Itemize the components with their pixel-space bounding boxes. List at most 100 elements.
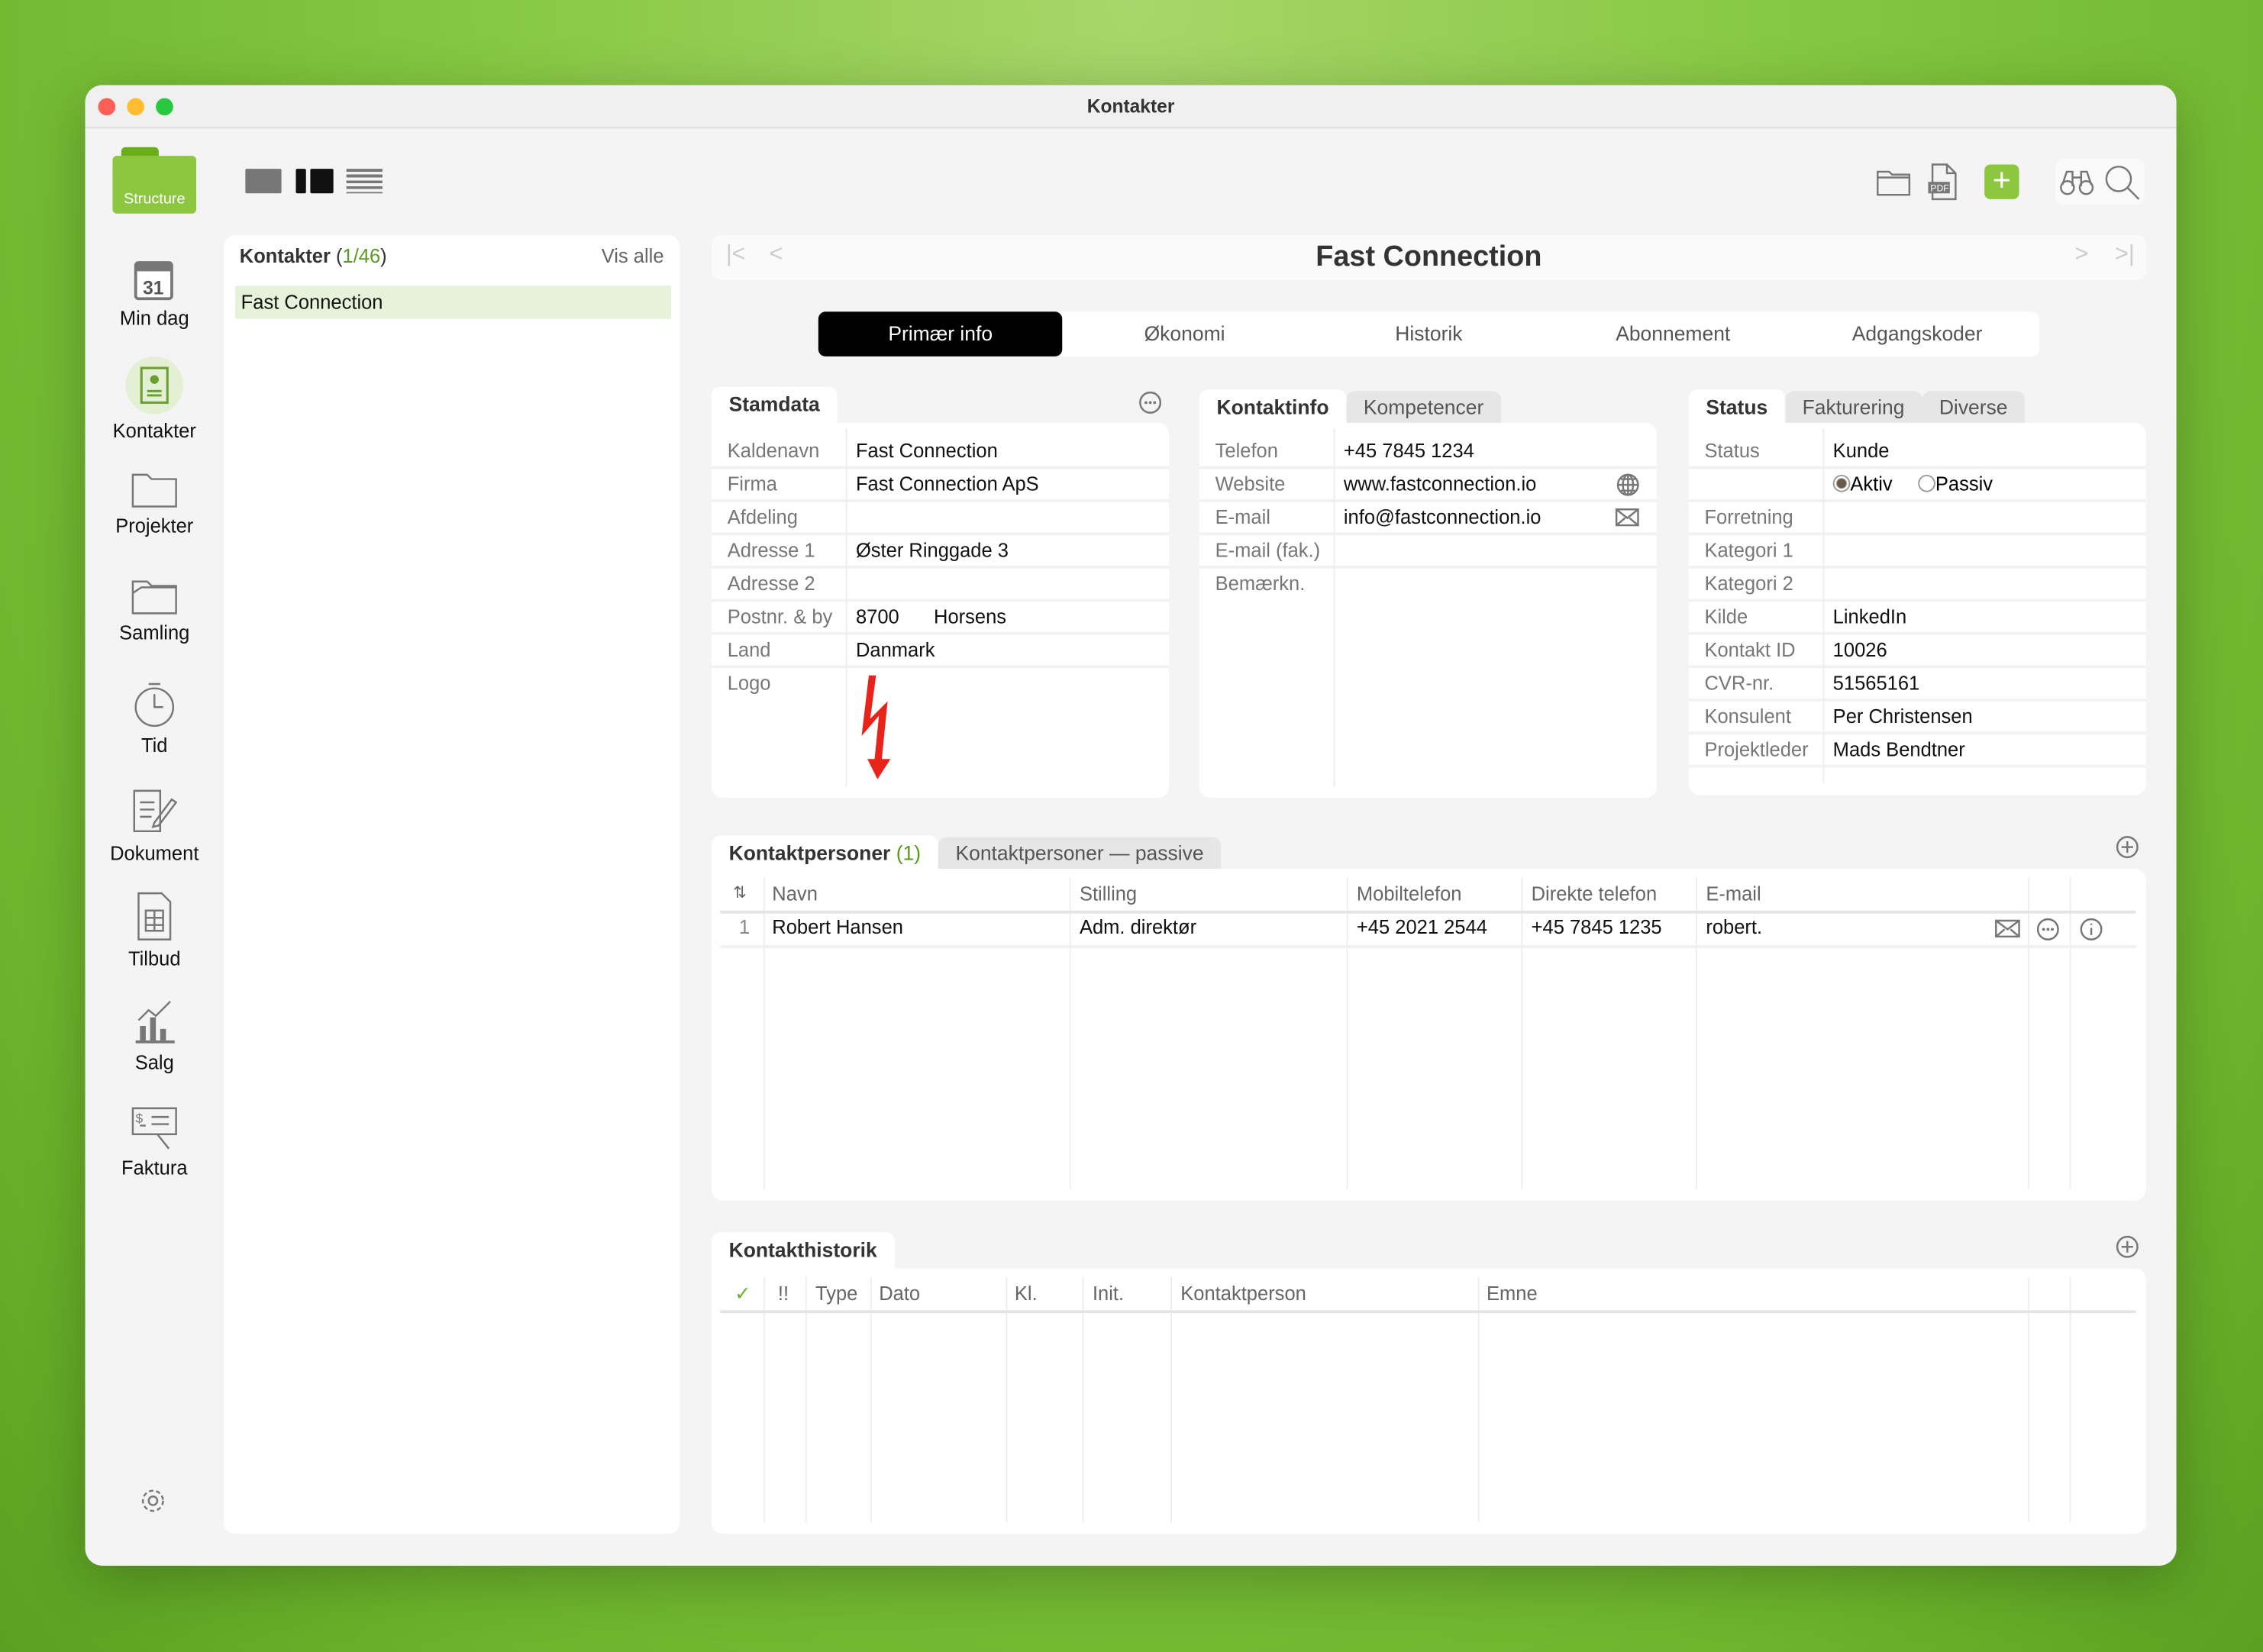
- sidebar-item-faktura[interactable]: $ Faktura: [86, 1102, 224, 1179]
- globe-icon[interactable]: [1616, 473, 1639, 496]
- tab-okonomi[interactable]: Økonomi: [1144, 321, 1225, 345]
- tab-abonnement[interactable]: Abonnement: [1616, 321, 1731, 345]
- sidebar-item-min-dag[interactable]: 31 Min dag: [86, 256, 224, 329]
- field-row[interactable]: Kontakt ID 10026: [1688, 635, 2146, 669]
- last-record-icon[interactable]: >|: [2115, 242, 2135, 267]
- field-row[interactable]: Bemærkn.: [1199, 569, 1657, 786]
- field-value[interactable]: Øster Ringgade 3: [855, 539, 1009, 562]
- field-row[interactable]: CVR-nr. 51565161: [1688, 668, 2146, 702]
- tab-kontaktpersoner-passive[interactable]: Kontaktpersoner — passive: [938, 837, 1222, 869]
- sidebar-item-tid[interactable]: Tid: [86, 679, 224, 757]
- field-value[interactable]: 8700: [855, 605, 899, 628]
- search-icon[interactable]: [2104, 164, 2142, 202]
- email-icon[interactable]: [1615, 508, 1639, 527]
- field-value[interactable]: +45 7845 1234: [1343, 440, 1474, 462]
- field-value[interactable]: Fast Connection: [855, 440, 998, 462]
- field-value[interactable]: Per Christensen: [1832, 705, 1973, 728]
- more-options-icon[interactable]: [2036, 918, 2059, 941]
- split-view-icon[interactable]: [295, 169, 334, 194]
- column-header[interactable]: Type: [815, 1283, 858, 1305]
- settings-gear-icon[interactable]: [140, 1488, 166, 1514]
- sidebar-item-salg[interactable]: Salg: [86, 997, 224, 1073]
- column-header[interactable]: Direkte telefon: [1531, 882, 1658, 905]
- field-row[interactable]: Aktiv Passiv: [1688, 469, 2146, 502]
- tab-stamdata[interactable]: Stamdata: [711, 386, 838, 423]
- zoom-button[interactable]: [156, 98, 173, 116]
- column-header-priority[interactable]: !!: [777, 1283, 789, 1305]
- sidebar-item-dokument[interactable]: Dokument: [86, 785, 224, 864]
- field-row[interactable]: Website www.fastconnection.io: [1199, 469, 1658, 502]
- add-button[interactable]: +: [1984, 164, 2019, 199]
- first-record-icon[interactable]: |<: [725, 242, 746, 267]
- field-row[interactable]: Kilde LinkedIn: [1688, 602, 2146, 635]
- binoculars-icon[interactable]: [2059, 167, 2094, 196]
- minimize-button[interactable]: [127, 98, 145, 116]
- status-radio-passiv[interactable]: Passiv: [1918, 469, 1993, 499]
- field-value[interactable]: LinkedIn: [1832, 605, 1907, 628]
- more-options-icon[interactable]: [1138, 391, 1162, 414]
- field-value[interactable]: Danmark: [855, 639, 935, 661]
- tab-adgangskoder[interactable]: Adgangskoder: [1851, 321, 1983, 345]
- column-header[interactable]: Stilling: [1079, 882, 1138, 905]
- sidebar-item-kontakter[interactable]: Kontakter: [86, 356, 224, 441]
- column-header[interactable]: E-mail: [1706, 882, 1761, 905]
- sidebar-item-projekter[interactable]: Projekter: [86, 469, 224, 537]
- field-row[interactable]: Logo: [712, 668, 1169, 783]
- radio-button[interactable]: [1918, 474, 1935, 492]
- field-value[interactable]: 51565161: [1832, 672, 1920, 695]
- next-record-icon[interactable]: >: [2074, 242, 2089, 267]
- sort-icon[interactable]: ⇅: [733, 884, 747, 902]
- pdf-icon[interactable]: PDF: [1927, 163, 1959, 201]
- list-item[interactable]: Fast Connection: [235, 286, 671, 319]
- list-view-icon[interactable]: [346, 169, 383, 194]
- close-button[interactable]: [98, 98, 116, 116]
- field-row[interactable]: Projektleder Mads Bendtner: [1688, 734, 2146, 768]
- show-all-link[interactable]: Vis alle: [601, 245, 664, 267]
- sidebar-item-samling[interactable]: Samling: [86, 576, 224, 644]
- city-value[interactable]: Horsens: [934, 605, 1007, 628]
- single-view-icon[interactable]: [245, 169, 282, 194]
- field-row[interactable]: Forretning: [1688, 502, 2146, 536]
- field-row[interactable]: Afdeling: [711, 502, 1170, 536]
- add-history-icon[interactable]: [2116, 1235, 2139, 1258]
- field-row[interactable]: E-mail (fak.): [1199, 535, 1658, 569]
- field-row[interactable]: Adresse 2: [711, 569, 1170, 602]
- field-row[interactable]: Konsulent Per Christensen: [1688, 702, 2146, 735]
- field-row[interactable]: Telefon +45 7845 1234: [1199, 436, 1658, 469]
- tab-kontakthistorik[interactable]: Kontakthistorik: [711, 1232, 895, 1269]
- field-value[interactable]: info@fastconnection.io: [1343, 506, 1541, 528]
- field-row[interactable]: Kaldenavn Fast Connection: [711, 436, 1170, 469]
- column-header[interactable]: Mobiltelefon: [1356, 882, 1462, 905]
- field-value[interactable]: Mads Bendtner: [1832, 738, 1965, 761]
- tab-fakturering[interactable]: Fakturering: [1784, 391, 1922, 423]
- field-row[interactable]: Status Kunde: [1688, 436, 2146, 469]
- field-value[interactable]: Kunde: [1832, 440, 1890, 462]
- add-contact-icon[interactable]: [2116, 835, 2139, 859]
- field-row[interactable]: Land Danmark: [711, 635, 1170, 669]
- column-header[interactable]: Navn: [772, 882, 818, 905]
- field-row[interactable]: Postnr. & by 8700 Horsens: [711, 602, 1170, 635]
- field-value[interactable]: www.fastconnection.io: [1343, 473, 1537, 495]
- sidebar-item-tilbud[interactable]: Tilbud: [86, 890, 224, 970]
- email-icon[interactable]: [1994, 919, 2020, 938]
- tab-status[interactable]: Status: [1688, 389, 1785, 426]
- field-row[interactable]: Kategori 2: [1688, 569, 2146, 602]
- info-icon[interactable]: [2080, 918, 2103, 941]
- field-value[interactable]: 10026: [1832, 639, 1887, 661]
- status-radio-aktiv[interactable]: Aktiv: [1832, 469, 1893, 499]
- column-header[interactable]: Dato: [879, 1283, 921, 1305]
- column-header[interactable]: Init.: [1092, 1283, 1125, 1305]
- field-row[interactable]: E-mail info@fastconnection.io: [1199, 502, 1658, 536]
- field-value[interactable]: Fast Connection ApS: [855, 473, 1039, 495]
- field-row[interactable]: Adresse 1 Øster Ringgade 3: [711, 535, 1170, 569]
- column-header[interactable]: Emne: [1487, 1283, 1538, 1305]
- tab-diverse[interactable]: Diverse: [1922, 391, 2026, 423]
- column-header[interactable]: Kl.: [1014, 1283, 1038, 1305]
- folder-icon[interactable]: [1876, 167, 1911, 196]
- tab-primaer-info[interactable]: Primær info: [818, 311, 1063, 357]
- previous-record-icon[interactable]: <: [769, 242, 783, 267]
- radio-button[interactable]: [1832, 474, 1851, 492]
- field-row[interactable]: Kategori 1: [1688, 535, 2146, 569]
- tab-kontaktinfo[interactable]: Kontaktinfo: [1199, 389, 1347, 426]
- column-header[interactable]: Kontaktperson: [1180, 1283, 1306, 1305]
